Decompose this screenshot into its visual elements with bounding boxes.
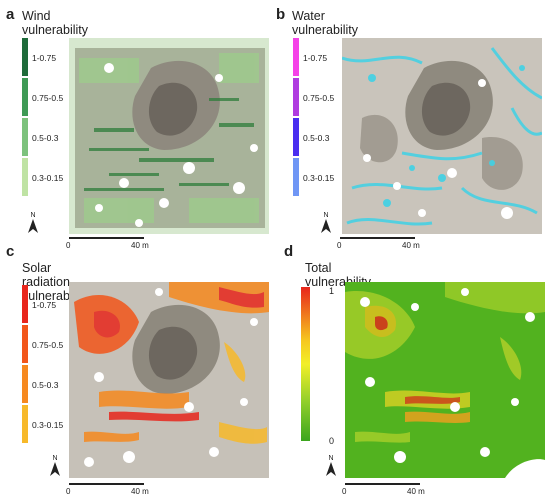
legend-label: 0.75-0.5 — [32, 340, 64, 350]
legend-label: 0.3-0.15 — [32, 420, 64, 430]
map-water — [342, 38, 542, 234]
panel-letter: a — [6, 6, 15, 23]
scale-bar: 0 40 m — [342, 483, 455, 496]
north-arrow-icon: N — [49, 455, 61, 478]
scale-start-label: 0 — [66, 241, 71, 250]
colorbar-max-label: 1 — [329, 286, 335, 296]
scale-start-label: 0 — [66, 487, 71, 496]
north-arrow-icon: N — [325, 455, 337, 478]
legend-label: 0.75-0.5 — [303, 93, 335, 103]
colorbar-min-label: 0 — [329, 436, 335, 446]
north-arrow-icon: N — [27, 212, 39, 235]
north-label: N — [30, 212, 36, 219]
scale-end-label: 40 m — [402, 241, 420, 250]
north-label: N — [52, 455, 58, 462]
legend: 1-0.75 0.75-0.5 0.5-0.3 0.3-0.15 — [22, 285, 72, 445]
legend-label: 0.5-0.3 — [32, 133, 59, 143]
legend-swatch — [293, 38, 299, 76]
legend-swatch — [22, 78, 28, 116]
north-arrow-icon: N — [320, 212, 332, 235]
legend-swatch — [22, 325, 28, 363]
scale-end-label: 40 m — [131, 487, 149, 496]
panel-title: Wind vulnerability — [22, 9, 89, 37]
scale-bar: 0 40 m — [66, 483, 179, 496]
scale-bar: 0 40 m — [337, 237, 450, 250]
legend-swatch — [22, 285, 28, 323]
legend-swatch — [22, 158, 28, 196]
legend-swatch — [22, 118, 28, 156]
legend-swatch — [22, 405, 28, 443]
scale-bar: 0 40 m — [66, 237, 179, 250]
scale-start-label: 0 — [337, 241, 342, 250]
legend-label: 0.75-0.5 — [32, 93, 64, 103]
legend-swatch — [293, 78, 299, 116]
north-label: N — [323, 212, 329, 219]
legend-swatch — [293, 118, 299, 156]
legend-label: 1-0.75 — [32, 300, 57, 310]
legend-swatch — [22, 365, 28, 403]
legend-label: 1-0.75 — [303, 53, 328, 63]
legend-label: 0.3-0.15 — [32, 173, 64, 183]
panel-letter: b — [276, 6, 286, 23]
map-total — [345, 282, 545, 478]
legend: 1-0.75 0.75-0.5 0.5-0.3 0.3-0.15 — [293, 38, 343, 198]
panel-title: Water vulnerability — [292, 9, 359, 37]
panel-letter: d — [284, 243, 294, 260]
panel-title: Total vulnerability — [305, 261, 372, 289]
legend-label: 0.3-0.15 — [303, 173, 335, 183]
scale-start-label: 0 — [342, 487, 347, 496]
panel-letter: c — [6, 243, 15, 260]
scale-end-label: 40 m — [407, 487, 425, 496]
map-wind — [69, 38, 269, 234]
legend-label: 0.5-0.3 — [32, 380, 59, 390]
north-label: N — [328, 455, 334, 462]
legend-swatch — [293, 158, 299, 196]
map-solar — [69, 282, 269, 478]
legend-label: 1-0.75 — [32, 53, 57, 63]
legend-label: 0.5-0.3 — [303, 133, 330, 143]
scale-end-label: 40 m — [131, 241, 149, 250]
legend-swatch — [22, 38, 28, 76]
colorbar — [301, 287, 310, 441]
legend: 1-0.75 0.75-0.5 0.5-0.3 0.3-0.15 — [22, 38, 72, 198]
